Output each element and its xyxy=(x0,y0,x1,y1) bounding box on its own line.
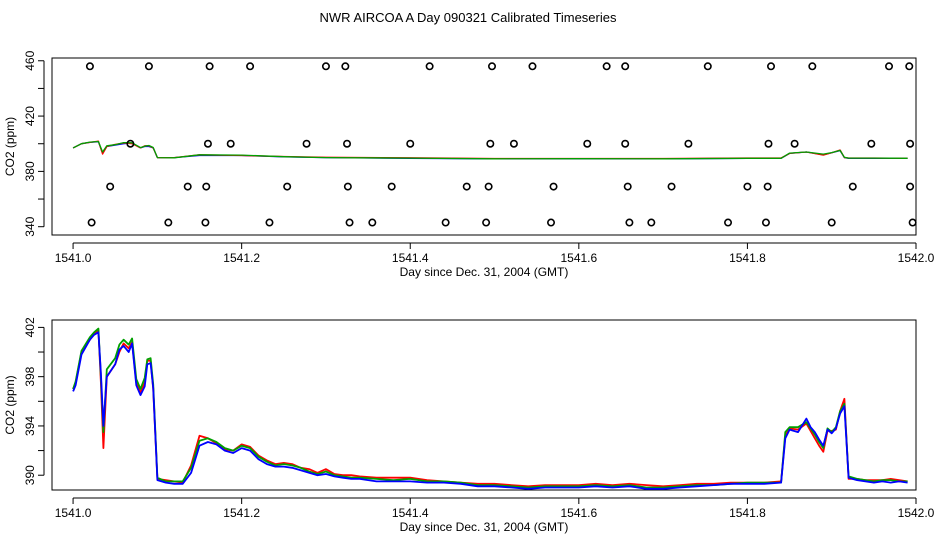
x-tick-label: 1541.2 xyxy=(223,506,260,520)
data-point xyxy=(509,139,518,148)
data-point xyxy=(908,218,917,227)
data-point xyxy=(341,62,350,71)
y-axis-label: CO2 (ppm) xyxy=(3,117,17,176)
data-point xyxy=(623,182,632,191)
y-tick-label: 398 xyxy=(23,366,37,386)
y-tick-label: 420 xyxy=(23,106,37,126)
data-point xyxy=(761,218,770,227)
data-point xyxy=(441,218,450,227)
y-tick-label: 390 xyxy=(23,465,37,485)
data-point xyxy=(906,139,915,148)
series-line-blue xyxy=(72,141,908,160)
x-tick-label: 1542.0 xyxy=(898,251,935,265)
x-tick-label: 1541.4 xyxy=(392,251,429,265)
x-tick-label: 1541.8 xyxy=(729,251,766,265)
data-point xyxy=(343,139,352,148)
x-tick-label: 1541.6 xyxy=(560,506,597,520)
data-point xyxy=(549,182,558,191)
data-point xyxy=(906,182,915,191)
data-point xyxy=(205,62,214,71)
data-point xyxy=(321,62,330,71)
data-point xyxy=(106,182,115,191)
chart-title: NWR AIRCOA A Day 090321 Calibrated Times… xyxy=(320,10,617,25)
data-point xyxy=(547,218,556,227)
data-point xyxy=(387,182,396,191)
x-axis-label: Day since Dec. 31, 2004 (GMT) xyxy=(400,265,569,279)
data-point xyxy=(848,182,857,191)
x-tick-label: 1541.4 xyxy=(392,506,429,520)
data-point xyxy=(724,218,733,227)
x-axis-label: Day since Dec. 31, 2004 (GMT) xyxy=(400,520,569,534)
data-point xyxy=(684,139,693,148)
data-point xyxy=(528,62,537,71)
x-tick-label: 1541.2 xyxy=(223,251,260,265)
data-point xyxy=(345,218,354,227)
data-point xyxy=(265,218,274,227)
y-tick-label: 380 xyxy=(23,161,37,181)
series-line-green xyxy=(72,327,908,489)
y-axis-label: CO2 (ppm) xyxy=(3,375,17,434)
data-point xyxy=(486,139,495,148)
data-point xyxy=(484,182,493,191)
data-point xyxy=(425,62,434,71)
x-tick-label: 1542.0 xyxy=(898,506,935,520)
x-tick-label: 1541.0 xyxy=(55,506,92,520)
series-line-blue xyxy=(72,331,908,490)
data-point xyxy=(482,218,491,227)
data-point xyxy=(202,182,211,191)
data-point xyxy=(602,62,611,71)
data-point xyxy=(703,62,712,71)
data-point xyxy=(867,139,876,148)
data-point xyxy=(126,139,135,148)
data-point xyxy=(764,139,773,148)
data-point xyxy=(87,218,96,227)
data-point xyxy=(743,182,752,191)
data-point xyxy=(302,139,311,148)
data-point xyxy=(885,62,894,71)
data-point xyxy=(203,139,212,148)
data-point xyxy=(767,62,776,71)
data-point xyxy=(808,62,817,71)
data-point xyxy=(283,182,292,191)
data-point xyxy=(625,218,634,227)
data-point xyxy=(183,182,192,191)
data-point xyxy=(647,218,656,227)
y-tick-label: 402 xyxy=(23,317,37,337)
data-point xyxy=(343,182,352,191)
data-point xyxy=(462,182,471,191)
data-point xyxy=(763,182,772,191)
data-point xyxy=(85,62,94,71)
x-tick-label: 1541.8 xyxy=(729,506,766,520)
data-point xyxy=(406,139,415,148)
data-point xyxy=(827,218,836,227)
data-point xyxy=(246,62,255,71)
x-tick-label: 1541.0 xyxy=(55,251,92,265)
data-point xyxy=(621,139,630,148)
data-point xyxy=(226,139,235,148)
data-point xyxy=(905,62,914,71)
series-line-green xyxy=(72,140,908,160)
data-point xyxy=(144,62,153,71)
top-panel: 1541.0 1541.2 1541.4 1541.6 1541.8 1542.0 Day … xyxy=(3,50,935,279)
data-point xyxy=(164,218,173,227)
plot-frame xyxy=(51,57,917,236)
data-point xyxy=(790,139,799,148)
y-tick-label: 460 xyxy=(23,50,37,70)
data-point xyxy=(621,62,630,71)
data-point xyxy=(488,62,497,71)
bottom-panel: 1541.0 1541.2 1541.4 1541.6 1541.8 1542.0 Day … xyxy=(3,317,935,534)
data-point xyxy=(368,218,377,227)
data-point xyxy=(667,182,676,191)
data-point xyxy=(583,139,592,148)
series-line-red xyxy=(72,328,908,488)
x-tick-label: 1541.6 xyxy=(560,251,597,265)
y-tick-label: 340 xyxy=(23,216,37,236)
plot-frame xyxy=(51,319,917,491)
data-point xyxy=(201,218,210,227)
y-tick-label: 394 xyxy=(23,416,37,436)
